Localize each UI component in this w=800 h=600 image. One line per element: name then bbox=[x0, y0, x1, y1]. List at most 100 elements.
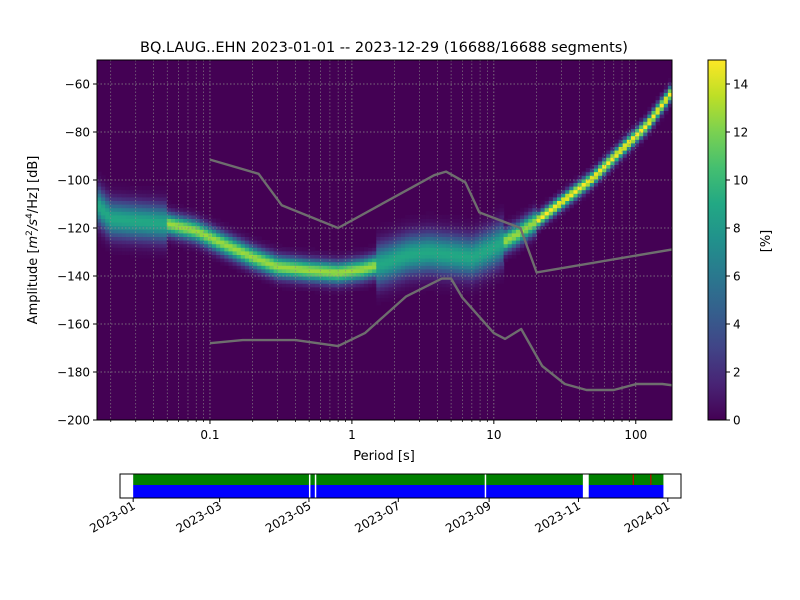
heatmap-cell bbox=[175, 204, 180, 209]
heatmap-cell bbox=[351, 254, 357, 259]
heatmap-cell bbox=[265, 243, 271, 248]
heatmap-cell bbox=[253, 236, 258, 241]
heatmap-cell bbox=[400, 250, 406, 255]
heatmap-cell bbox=[327, 276, 332, 281]
heatmap-cell bbox=[499, 247, 505, 252]
heatmap-cell bbox=[146, 254, 151, 259]
heatmap-cell bbox=[396, 254, 402, 259]
heatmap-cell bbox=[507, 218, 513, 223]
heatmap-cell bbox=[515, 214, 521, 219]
heatmap-cell bbox=[470, 286, 476, 291]
heatmap-cell bbox=[462, 268, 468, 273]
heatmap-cell bbox=[273, 250, 279, 255]
y-tick-label: −120 bbox=[57, 222, 90, 236]
heatmap-cell bbox=[446, 283, 451, 288]
heatmap-cell bbox=[442, 250, 447, 255]
heatmap-cell bbox=[372, 272, 377, 277]
heatmap-cell bbox=[306, 265, 312, 270]
heatmap-cell bbox=[520, 247, 525, 252]
heatmap-cell bbox=[257, 272, 262, 277]
heatmap-cell bbox=[183, 236, 188, 241]
heatmap-cell bbox=[331, 290, 336, 295]
heatmap-cell bbox=[142, 200, 147, 205]
heatmap-cell bbox=[433, 265, 439, 270]
heatmap-cell bbox=[170, 243, 176, 248]
heatmap-cell bbox=[290, 286, 295, 291]
heatmap-cell bbox=[425, 222, 431, 227]
heatmap-cell bbox=[212, 250, 217, 255]
heatmap-cell bbox=[606, 146, 611, 151]
heatmap-cell bbox=[651, 121, 657, 126]
heatmap-cell bbox=[220, 243, 225, 248]
heatmap-cell bbox=[565, 196, 570, 201]
heatmap-cell bbox=[187, 214, 193, 219]
heatmap-cell bbox=[499, 207, 505, 212]
heatmap-cell bbox=[376, 294, 381, 299]
heatmap-cell bbox=[195, 250, 201, 255]
heatmap-cell bbox=[458, 232, 464, 237]
heatmap-cell bbox=[101, 193, 106, 198]
heatmap-cell bbox=[466, 222, 472, 227]
heatmap-cell bbox=[183, 211, 188, 216]
heatmap-cell bbox=[162, 214, 168, 219]
heatmap-cell bbox=[327, 272, 332, 277]
heatmap-cell bbox=[483, 268, 488, 273]
heatmap-cell bbox=[446, 247, 451, 252]
heatmap-cell bbox=[429, 243, 435, 248]
heatmap-cell bbox=[285, 286, 291, 291]
heatmap-cell bbox=[433, 272, 439, 277]
heatmap-cell bbox=[146, 211, 151, 216]
heatmap-cell bbox=[343, 258, 349, 263]
heatmap-cell bbox=[433, 218, 439, 223]
heatmap-cell bbox=[458, 265, 464, 270]
heatmap-cell bbox=[355, 265, 361, 270]
heatmap-cell bbox=[322, 279, 328, 284]
heatmap-cell bbox=[359, 254, 365, 259]
heatmap-cell bbox=[232, 258, 238, 263]
heatmap-cell bbox=[413, 286, 418, 291]
heatmap-cell bbox=[133, 218, 139, 223]
heatmap-cell bbox=[175, 214, 180, 219]
heatmap-cell bbox=[581, 196, 587, 201]
heatmap-cell bbox=[318, 268, 324, 273]
heatmap-cell bbox=[405, 218, 410, 223]
heatmap-cell bbox=[166, 218, 172, 223]
heatmap-cell bbox=[179, 229, 184, 234]
heatmap-cell bbox=[322, 254, 328, 259]
heatmap-cell bbox=[639, 121, 644, 126]
heatmap-cell bbox=[138, 211, 143, 216]
heatmap-cell bbox=[138, 218, 143, 223]
heatmap-cell bbox=[474, 276, 480, 281]
heatmap-cell bbox=[478, 232, 484, 237]
heatmap-cell bbox=[191, 243, 197, 248]
heatmap-cell bbox=[380, 286, 386, 291]
heatmap-cell bbox=[663, 103, 669, 108]
heatmap-cell bbox=[499, 214, 505, 219]
heatmap-cell bbox=[380, 258, 386, 263]
heatmap-cell bbox=[462, 243, 468, 248]
heatmap-cell bbox=[474, 218, 480, 223]
heatmap-cell bbox=[524, 218, 529, 223]
heatmap-cell bbox=[606, 150, 611, 155]
heatmap-cell bbox=[273, 268, 279, 273]
heatmap-cell bbox=[220, 247, 225, 252]
heatmap-cell bbox=[429, 286, 435, 291]
heatmap-cell bbox=[294, 279, 299, 284]
heatmap-cell bbox=[359, 247, 365, 252]
heatmap-cell bbox=[109, 211, 115, 216]
heatmap-cell bbox=[446, 265, 451, 270]
heatmap-cell bbox=[314, 276, 320, 281]
heatmap-cell bbox=[281, 283, 287, 288]
heatmap-cell bbox=[331, 283, 336, 288]
heatmap-cell bbox=[536, 222, 542, 227]
heatmap-cell bbox=[162, 250, 168, 255]
heatmap-cell bbox=[97, 236, 102, 241]
heatmap-cell bbox=[388, 265, 394, 270]
heatmap-cell bbox=[187, 222, 193, 227]
heatmap-cell bbox=[142, 218, 147, 223]
heatmap-cell bbox=[515, 243, 521, 248]
heatmap-cell bbox=[306, 247, 312, 252]
heatmap-cell bbox=[331, 254, 336, 259]
heatmap-cell bbox=[511, 236, 517, 241]
heatmap-cell bbox=[598, 164, 603, 169]
